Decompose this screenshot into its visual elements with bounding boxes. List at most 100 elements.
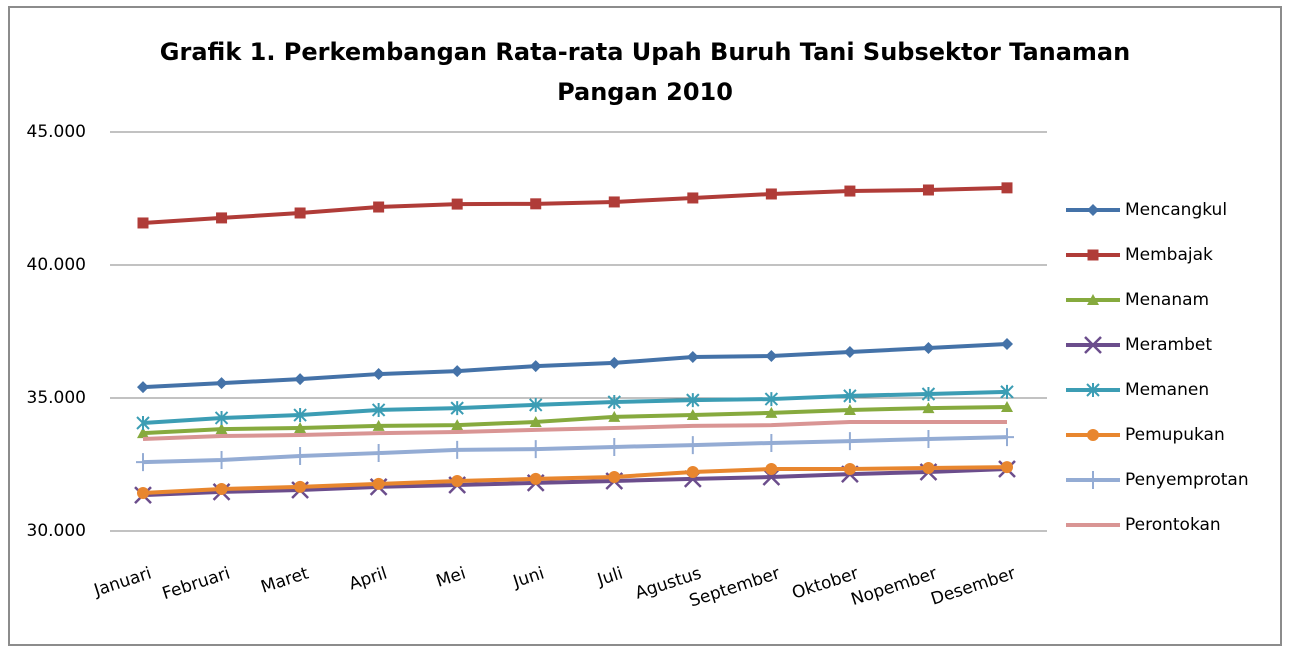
marker [608,356,621,369]
marker [843,345,856,358]
legend-item: Pemupukan [1066,425,1225,445]
legend-label: Memanen [1125,380,1209,400]
x-tick-label: Mei [434,563,469,591]
marker [843,403,856,415]
marker [843,463,856,476]
marker [765,188,777,200]
x-tick-label: Februari [160,563,233,604]
line [142,465,1008,495]
legend-item: Menanam [1066,290,1209,310]
marker [765,406,778,418]
series [137,461,1013,499]
legend-label: Perontokan [1125,515,1221,535]
y-tick-label: 45.000 [27,122,86,142]
marker [1087,249,1099,261]
marker [1000,428,1014,447]
marker [529,360,542,373]
legend-item: Membajak [1066,245,1213,265]
marker [214,410,229,425]
marker [451,419,464,431]
marker [528,440,543,459]
x-tick-label: Maret [259,563,312,597]
marker [136,416,150,431]
line [142,467,1008,498]
marker [922,184,934,196]
marker [215,423,228,435]
x-tick-label: Desember [929,563,1019,609]
marker [686,409,699,421]
marker [450,401,464,416]
x-tick-label: Juni [510,563,547,592]
series [137,338,1013,394]
x-tick-label: April [347,563,390,594]
x-tick-label: September [687,563,783,611]
marker [371,444,386,463]
marker [1087,204,1099,216]
marker [293,446,308,465]
y-tick-label: 35.000 [27,388,86,408]
line [142,419,1007,441]
series [136,428,1014,472]
series [137,182,1013,229]
line [142,342,1008,390]
marker [922,341,935,354]
marker [373,201,385,213]
marker [529,415,542,427]
marker [764,433,779,452]
marker [294,480,307,493]
marker [1001,401,1013,413]
marker [215,377,228,390]
marker [137,427,149,439]
marker [686,351,699,364]
legend-item: Perontokan [1066,515,1221,535]
marker [214,450,229,469]
marker [372,419,385,431]
legend-item: Merambet [1066,335,1212,355]
marker [1001,338,1013,351]
marker [529,397,543,412]
marker [687,192,699,204]
legend-label: Membajak [1125,245,1213,265]
y-tick-label: 40.000 [27,255,86,275]
marker [1001,182,1013,194]
x-tick-label: Juli [594,563,625,590]
marker [372,477,385,490]
marker [1084,336,1102,354]
marker [842,432,857,451]
legend-label: Penyemprotan [1125,470,1249,490]
marker [608,196,620,208]
marker [294,207,306,219]
marker [451,198,463,210]
legend-item: Memanen [1066,380,1209,400]
marker [844,185,856,197]
marker [608,471,621,484]
marker [451,474,464,487]
marker [529,472,542,485]
marker [530,198,542,210]
series [142,419,1007,441]
marker [764,392,779,407]
line [142,185,1008,225]
marker [293,408,307,423]
marker [765,349,778,362]
marker [294,373,307,386]
marker [371,402,386,417]
marker [137,217,149,229]
marker [137,381,149,394]
line [142,389,1008,425]
line [142,405,1008,436]
marker [450,440,465,459]
marker [216,212,228,224]
series [136,384,1014,431]
legend-label: Merambet [1125,335,1212,355]
legend-label: Pemupukan [1125,425,1225,445]
marker [922,461,935,474]
line [142,435,1008,465]
marker [1086,383,1100,397]
marker [608,410,621,422]
marker [765,463,778,476]
marker [686,393,700,408]
marker [921,429,936,448]
marker [215,482,228,495]
marker [685,436,700,455]
